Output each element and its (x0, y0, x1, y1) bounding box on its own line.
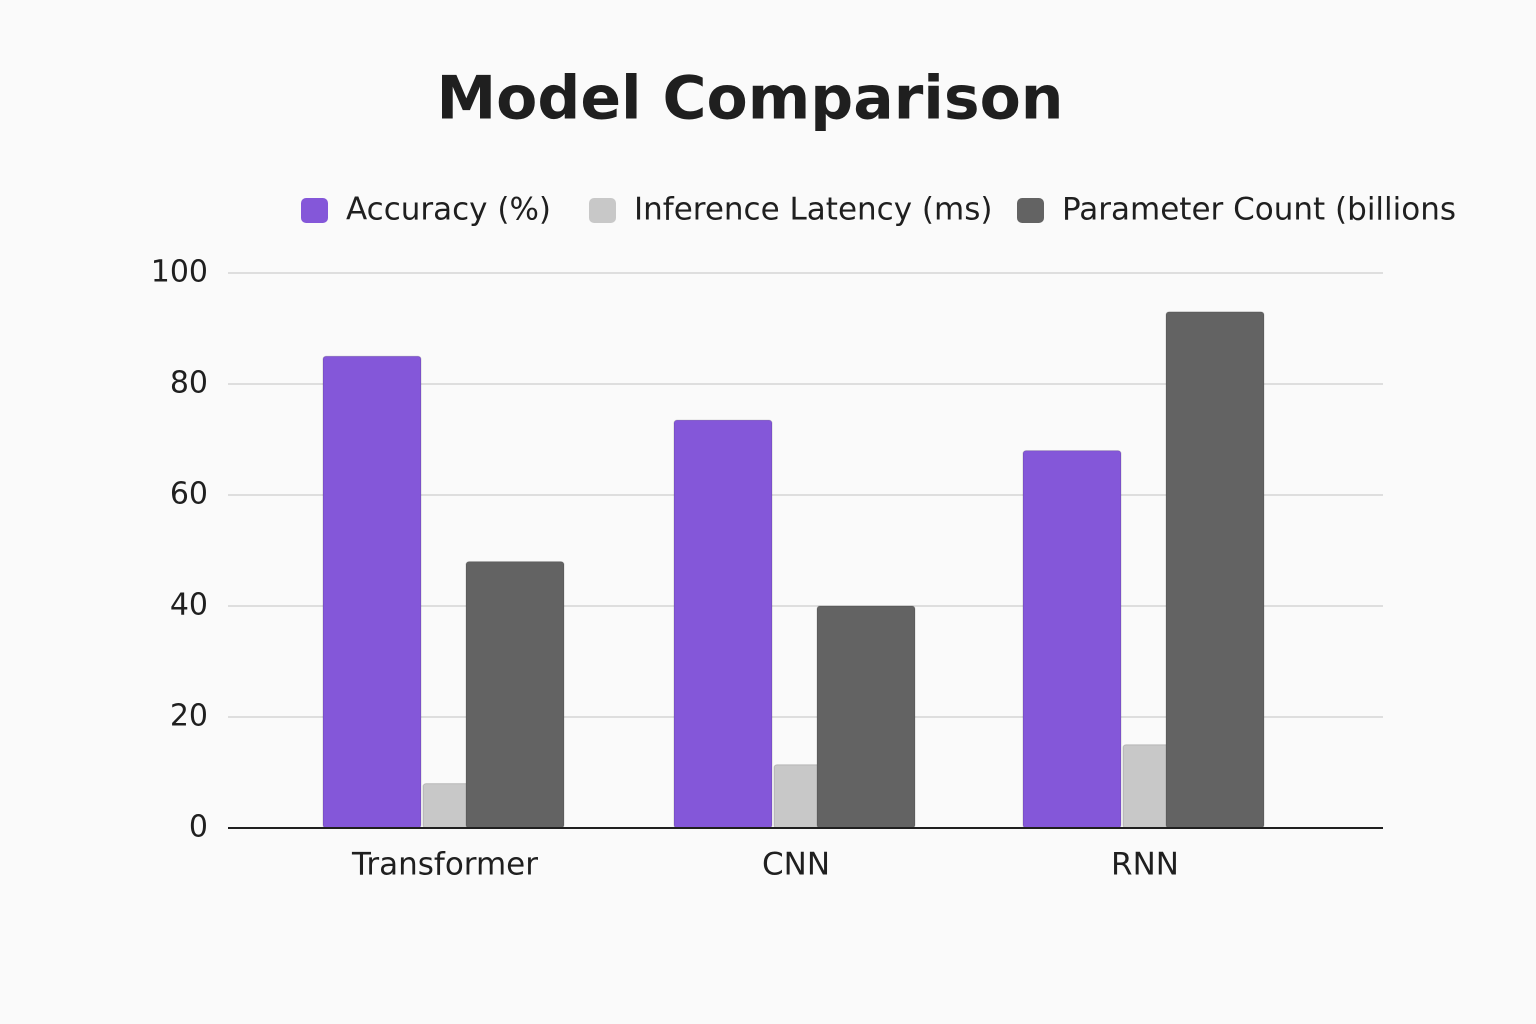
legend-swatch (301, 198, 328, 223)
bar (1165, 311, 1265, 829)
legend-swatch (1017, 198, 1044, 223)
y-tick-label: 80 (170, 366, 208, 401)
y-tick-label: 60 (170, 477, 208, 512)
bar (322, 355, 422, 829)
x-tick-label: RNN (1111, 847, 1179, 883)
x-tick-label: Transformer (351, 847, 538, 883)
bar (465, 561, 565, 829)
bar (816, 605, 916, 829)
y-tick-label: 40 (170, 588, 208, 623)
legend-label: Accuracy (%) (346, 192, 551, 228)
legend-swatch (589, 198, 616, 223)
y-tick-label: 100 (151, 255, 208, 290)
x-tick-label: CNN (762, 847, 830, 883)
y-tick-label: 20 (170, 699, 208, 734)
legend-label: Parameter Count (billions (1062, 192, 1456, 228)
y-tick-label: 0 (189, 810, 208, 845)
chart-title: Model Comparison (436, 64, 1063, 134)
bar (673, 419, 773, 829)
legend-label: Inference Latency (ms) (634, 192, 992, 228)
bar (1022, 450, 1122, 829)
